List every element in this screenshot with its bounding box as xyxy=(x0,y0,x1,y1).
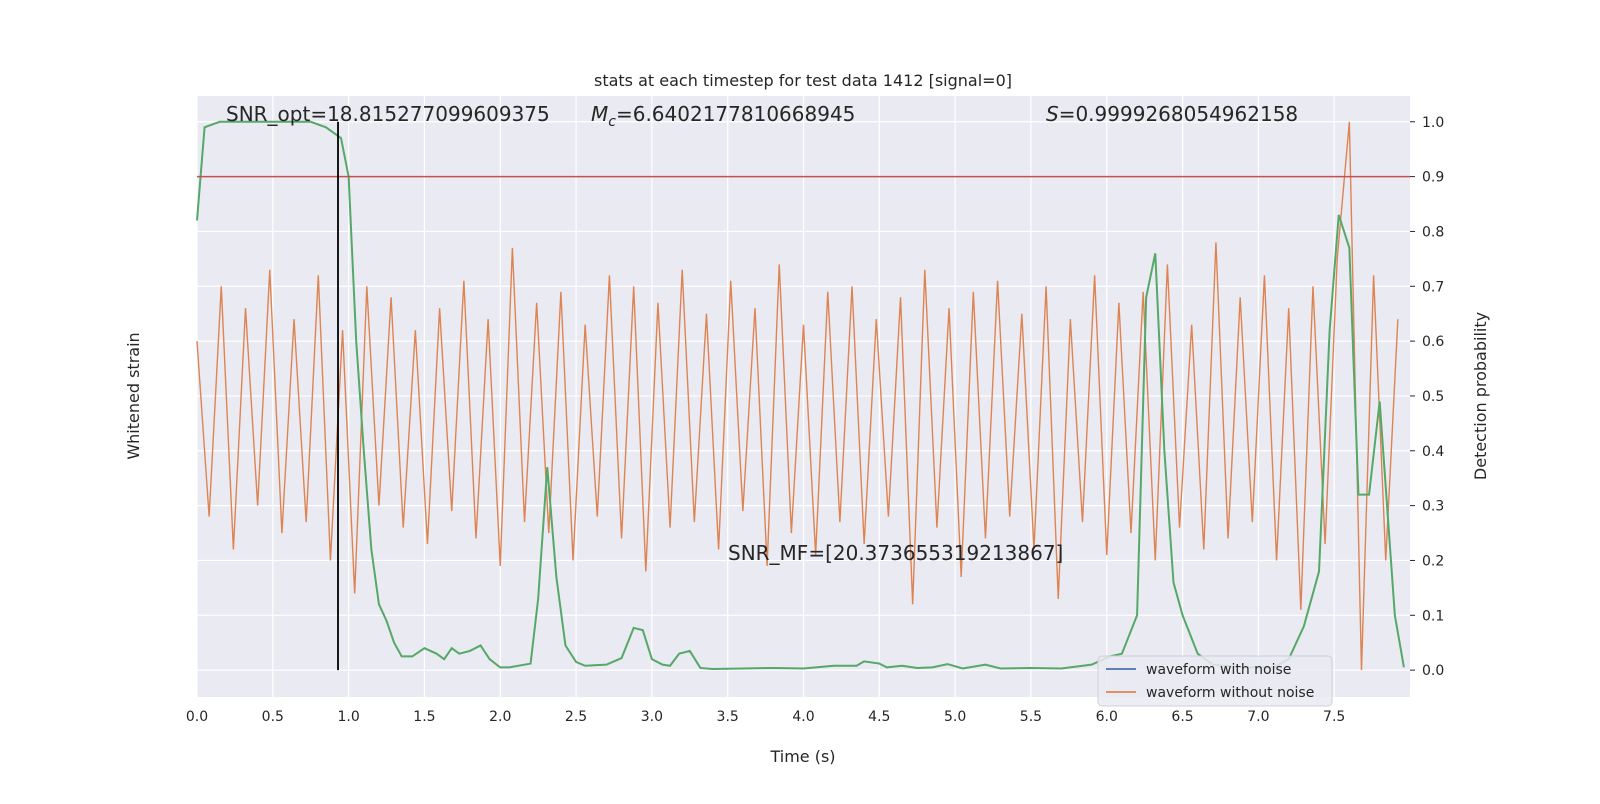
x-tick-label: 6.5 xyxy=(1171,709,1193,725)
y2-tick-label: 0.0 xyxy=(1422,663,1444,679)
y2-tick-label: 0.8 xyxy=(1422,224,1444,240)
x-tick-label: 0.0 xyxy=(186,709,208,725)
annotation-text: =0.9999268054962158 xyxy=(1059,102,1298,126)
y2-axis-label: Detection probability xyxy=(1471,312,1490,480)
x-tick-label: 4.0 xyxy=(792,709,814,725)
y-axis-label: Whitened strain xyxy=(124,332,143,459)
x-tick-label: 6.0 xyxy=(1096,709,1118,725)
y2-tick-label: 0.9 xyxy=(1422,170,1444,186)
x-axis-label: Time (s) xyxy=(769,747,835,766)
y2-tick-label: 0.5 xyxy=(1422,389,1444,405)
annotation-var: S xyxy=(1046,102,1059,126)
y2-tick-label: 0.7 xyxy=(1422,279,1444,295)
series-line xyxy=(196,120,1405,671)
annotation: S=0.9999268054962158 xyxy=(1046,102,1298,126)
x-tick-label: 3.5 xyxy=(717,709,739,725)
legend: waveform with noise waveform without nois… xyxy=(1097,655,1333,707)
chart-title: stats at each timestep for test data 141… xyxy=(594,71,1012,90)
y2-tick-label: 1.0 xyxy=(1422,115,1444,131)
x-tick-label: 7.5 xyxy=(1323,709,1345,725)
annotation: SNR_opt=18.815277099609375 xyxy=(226,102,550,126)
annotation-text: SNR_MF=[20.373655319213867] xyxy=(728,541,1063,565)
annotation: SNR_MF=[20.373655319213867] xyxy=(728,541,1063,565)
x-tick-label: 1.5 xyxy=(413,709,435,725)
x-tick-label: 2.0 xyxy=(489,709,511,725)
y2-tick-label: 0.6 xyxy=(1422,334,1444,350)
x-tick-label: 5.5 xyxy=(1020,709,1042,725)
y2-tick-label: 0.3 xyxy=(1422,499,1444,515)
annotation-text: SNR_opt=18.815277099609375 xyxy=(226,102,550,126)
series-line xyxy=(196,121,1399,671)
legend-label: waveform without noise xyxy=(1146,685,1314,701)
annotation-text: =6.6402177810668945 xyxy=(616,102,855,126)
annotation: Mc=6.6402177810668945 xyxy=(591,102,855,130)
x-tick-label: 2.5 xyxy=(565,709,587,725)
x-tick-label: 0.5 xyxy=(262,709,284,725)
y2-tick-label: 0.2 xyxy=(1422,553,1444,569)
annotation-sub: c xyxy=(608,114,616,130)
x-tick-label: 1.0 xyxy=(337,709,359,725)
x-tick-label: 3.0 xyxy=(641,709,663,725)
x-tick-label: 5.0 xyxy=(944,709,966,725)
x-tick-label: 7.0 xyxy=(1247,709,1269,725)
annotation-var: M xyxy=(591,102,608,126)
legend-label: waveform with noise xyxy=(1146,662,1291,678)
y2-tick-label: 0.4 xyxy=(1422,444,1444,460)
x-tick-label: 4.5 xyxy=(868,709,890,725)
legend-box xyxy=(1097,655,1333,707)
y2-tick-label: 0.1 xyxy=(1422,608,1444,624)
